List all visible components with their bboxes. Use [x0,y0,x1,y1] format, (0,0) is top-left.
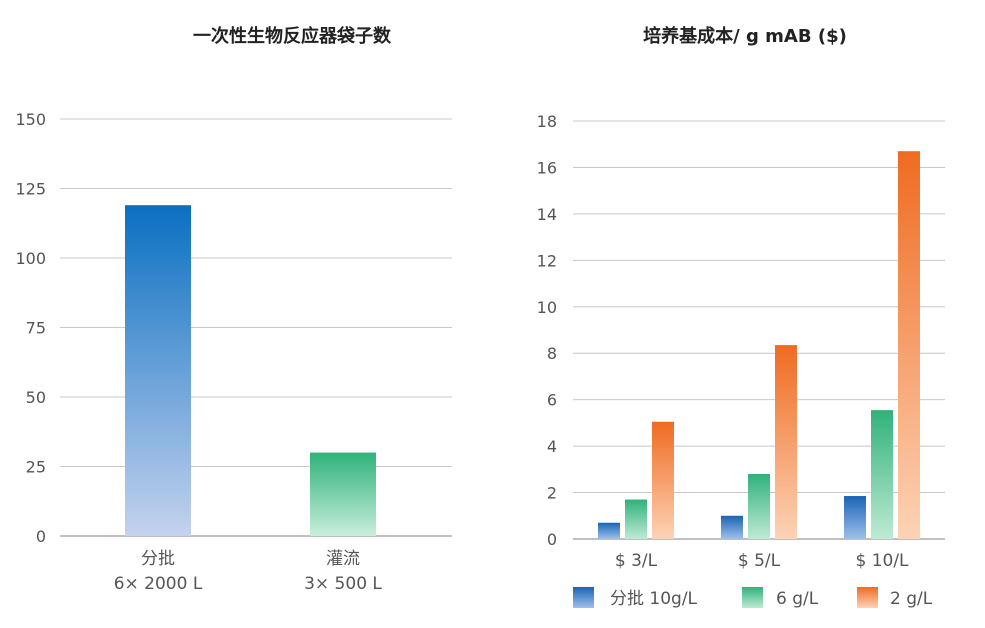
right-y-tick-label: 8 [547,344,557,363]
right-bar-6gl [625,499,647,539]
right-y-tick-label: 4 [547,437,557,456]
right-bar-2gl [775,345,797,539]
legend-label-2gl: 2 g/L [890,589,933,609]
left-gridlines [60,118,452,537]
left-bar-batch [125,205,191,536]
left-bar-perfusion [310,452,376,536]
right-category-labels: $ 3/L $ 5/L $ 10/L [615,551,909,571]
left-chart-title: 一次性生物反应器袋子数 [193,25,392,47]
right-y-tick-label: 12 [537,251,557,270]
legend: 分批 10g/L 6 g/L 2 g/L [573,587,933,609]
right-category-label: $ 3/L [615,551,658,571]
left-bars [125,205,376,536]
left-category-label-perfusion-line1: 灌流 [326,549,360,569]
left-y-tick-label: 0 [36,527,46,546]
left-y-tick-label: 125 [15,180,46,199]
left-chart: 一次性生物反应器袋子数 0 25 50 75 100 125 150 分批 6× 2000 … [15,25,452,594]
right-bar-6gl [748,473,770,539]
right-y-tick-label: 16 [537,158,557,177]
right-category-label: $ 10/L [855,551,909,571]
right-y-tick-label: 18 [537,112,557,131]
left-y-tick-label: 150 [15,110,46,129]
right-bar-batch-10gl [598,522,620,539]
right-y-tick-labels: 0 2 4 6 8 10 12 14 16 18 [537,112,557,549]
right-bar-2gl [652,421,674,539]
right-y-tick-label: 14 [537,205,557,224]
legend-swatch-batch-10gl [573,587,594,608]
right-bar-6gl [871,410,893,539]
left-y-tick-labels: 0 25 50 75 100 125 150 [15,110,46,546]
legend-label-batch-10gl: 分批 10g/L [610,589,698,609]
left-category-label-perfusion-line2: 3× 500 L [304,574,382,594]
right-bars [598,151,920,539]
legend-swatch-2gl [857,587,878,608]
right-bar-batch-10gl [721,515,743,539]
right-y-tick-label: 6 [547,391,557,410]
left-y-tick-label: 25 [26,458,46,477]
legend-label-6gl: 6 g/L [776,589,819,609]
right-y-tick-label: 0 [547,530,557,549]
left-category-labels: 分批 6× 2000 L 灌流 3× 500 L [114,549,383,594]
right-y-tick-label: 10 [537,298,557,317]
right-chart-title: 培养基成本/ g mAB ($) [643,25,847,47]
left-y-tick-label: 50 [26,388,46,407]
left-category-label-batch-line1: 分批 [141,549,175,569]
right-y-tick-label: 2 [547,484,557,503]
legend-swatch-6gl [742,587,763,608]
right-category-label: $ 5/L [738,551,781,571]
left-y-tick-label: 75 [26,319,46,338]
right-bar-batch-10gl [844,496,866,539]
left-y-tick-label: 100 [15,249,46,268]
left-category-label-batch-line2: 6× 2000 L [114,574,203,594]
right-bar-2gl [898,151,920,539]
